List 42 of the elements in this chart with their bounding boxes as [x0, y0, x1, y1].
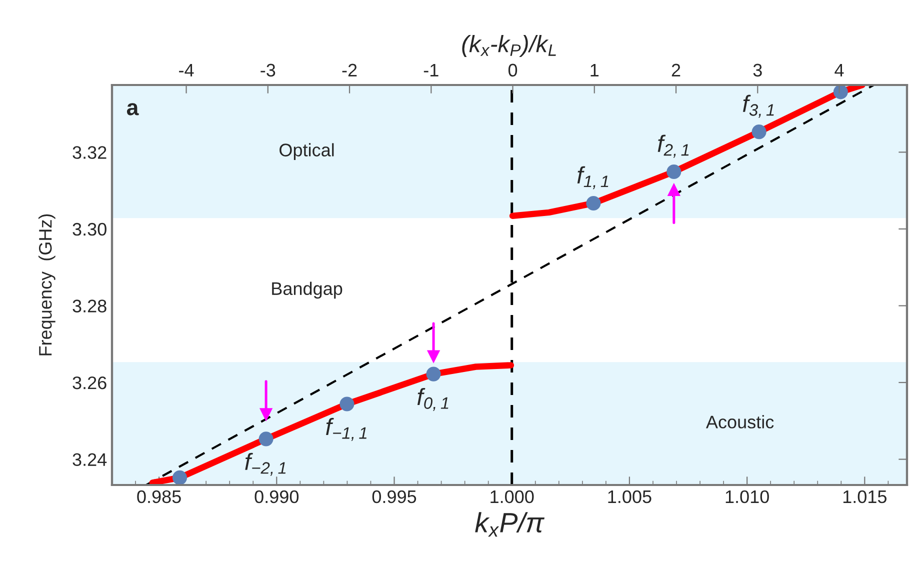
x-axis-title: k$_{x}$P/π [475, 512, 545, 537]
band-label: Acoustic [706, 415, 774, 428]
x-tick-label: 1.010 [726, 490, 769, 504]
y-tick-label: 3.28 [72, 300, 106, 312]
point [258, 432, 274, 446]
x2-tick-label: -4 [179, 64, 194, 76]
point [833, 85, 848, 100]
x-tick-label: 0.995 [372, 490, 416, 504]
x2-axis-title: (k$_{x}$-k$_{P}$)/k$_{L}$ [462, 34, 556, 57]
x2-tick-label: 4 [834, 64, 844, 76]
point [586, 196, 601, 211]
y-axis-title: Frequency (GHz) [38, 214, 56, 356]
y-tick-label: 3.32 [72, 146, 106, 159]
x2-tick-label: 3 [753, 64, 762, 77]
point [752, 124, 766, 140]
annotation: f$_{0,1}$ [417, 388, 448, 411]
y-tick-label: 3.26 [72, 376, 106, 390]
annotation: f$_{2,1}$ [658, 134, 689, 158]
point [426, 366, 441, 382]
x-tick-label: 0.990 [254, 490, 299, 504]
x-tick-label: 1.005 [608, 490, 652, 504]
y-tick-label: 3.30 [72, 222, 106, 236]
annotation: f$_{−1,1}$ [326, 418, 366, 441]
x-tick-label: 1.015 [843, 490, 886, 504]
point [340, 396, 354, 412]
x2-tick-label: -1 [424, 64, 438, 76]
x-tick-label: 0.985 [137, 490, 181, 504]
x2-tick-label: 2 [672, 64, 680, 76]
annotation: f$_{1,1}$ [577, 166, 608, 190]
x2-tick-label: 0 [508, 64, 518, 77]
band-label: Bandgap [272, 282, 342, 299]
annotation: a [126, 103, 139, 116]
x-tick-label: 1.000 [490, 490, 534, 504]
point [172, 470, 188, 485]
point [666, 164, 682, 180]
annotation: f$_{−2,1}$ [245, 452, 286, 476]
x2-tick-label: -3 [260, 64, 276, 77]
x2-tick-label: 1 [590, 64, 599, 76]
x2-tick-label: -2 [342, 64, 357, 76]
band-label: Optical [280, 143, 334, 160]
annotation: f$_{3,1}$ [742, 94, 774, 118]
y-tick-label: 3.24 [72, 453, 107, 466]
